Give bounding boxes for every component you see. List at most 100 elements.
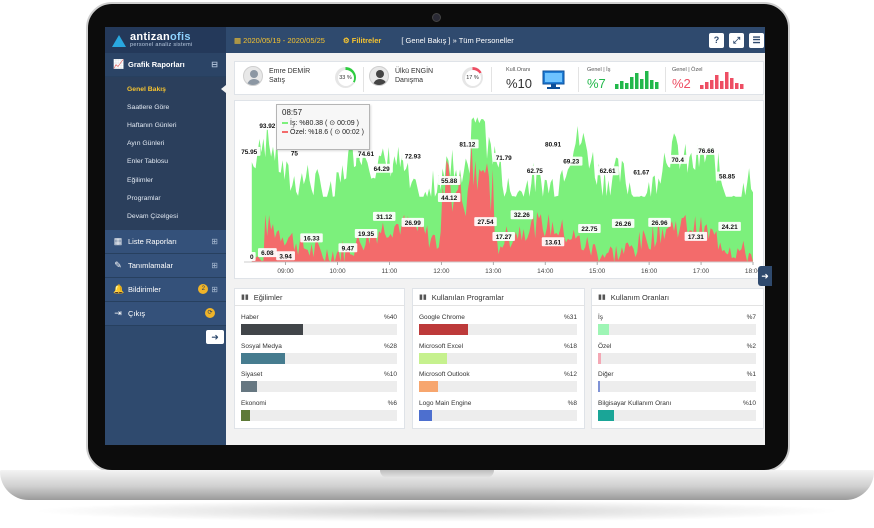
- data-label: 62.61: [600, 168, 616, 175]
- sub-item-top-table[interactable]: Enler Tablosu: [127, 158, 169, 166]
- sub-item-attendance[interactable]: Devam Çizelgesi: [127, 212, 178, 220]
- sub-item-overview[interactable]: Genel Bakış: [105, 80, 226, 98]
- data-label-box: [559, 156, 583, 166]
- row-label: Diğer: [598, 371, 614, 378]
- mini-bar: [720, 81, 724, 89]
- sidebar-collapse-button[interactable]: ➜: [206, 330, 224, 344]
- mini-bar: [730, 78, 734, 89]
- row-label: Siyaset: [241, 371, 263, 378]
- nav-list-reports-label: Liste Raporları: [128, 236, 177, 246]
- data-label: 74.61: [358, 151, 374, 158]
- edit-icon: ✎: [114, 259, 122, 270]
- data-label-box: [611, 218, 635, 228]
- data-label-box: [372, 211, 396, 221]
- sub-item-weekdays[interactable]: Haftanın Günleri: [127, 121, 177, 129]
- data-label: 75: [291, 150, 299, 157]
- progress-track: [241, 324, 397, 335]
- data-label-box: [523, 166, 547, 176]
- data-label-box: [338, 243, 358, 253]
- row-value: %40: [383, 314, 397, 321]
- progress-fill: [241, 409, 251, 421]
- stats-bar: Emre DEMİR Satış 33 % Ülkü ENGİN Danışma…: [234, 61, 764, 95]
- menu-button[interactable]: ☰: [749, 33, 764, 48]
- progress-fill: [419, 324, 468, 335]
- data-label: 13.61: [545, 239, 561, 246]
- logo-subtitle: personel analiz sistemi: [130, 41, 193, 48]
- filters-button[interactable]: ⚙ Filitreler: [342, 35, 382, 45]
- data-label: 3.94: [279, 253, 292, 260]
- nav-exit[interactable]: ⇥ Çıkış ⟳: [105, 301, 226, 326]
- trends-panel-title: Eğilimler: [253, 292, 283, 302]
- nav-definitions[interactable]: ✎ Tanımlamalar ⊞: [105, 253, 226, 278]
- data-label: 6.08: [261, 250, 274, 257]
- data-label-box: [300, 233, 323, 243]
- mini-bar: [715, 75, 719, 89]
- row-label: Sosyal Medya: [241, 342, 282, 350]
- nav-notifications[interactable]: 🔔 Bildirimler 2 ⊞: [105, 277, 226, 302]
- progress-row: Diğer %1: [598, 371, 756, 396]
- sub-item-trends[interactable]: Eğilimler: [127, 176, 154, 184]
- data-label-box: [648, 217, 671, 227]
- progress-fill: [241, 324, 304, 335]
- progress-fill: [598, 381, 600, 392]
- expand-toggle-icon[interactable]: ⊞: [211, 260, 218, 270]
- mini-bar: [740, 84, 744, 89]
- data-label-box: [354, 148, 378, 158]
- row-label: Google Chrome: [419, 314, 465, 321]
- work-ratio-gauge: 33 %: [335, 67, 356, 88]
- data-label-box: [695, 145, 718, 155]
- fullscreen-button[interactable]: ⤢: [729, 33, 744, 48]
- data-label: 72.93: [405, 153, 421, 160]
- data-label: 62.75: [527, 168, 543, 175]
- mini-bar: [615, 84, 619, 89]
- x-tick-label: 16:00: [641, 268, 658, 275]
- progress-fill: [419, 381, 438, 392]
- mini-bar: [725, 72, 729, 89]
- bar-chart-icon: ▮▮: [419, 294, 427, 301]
- person-card-1[interactable]: Emre DEMİR Satış: [243, 66, 310, 86]
- side-panel-toggle[interactable]: ➜: [758, 266, 772, 286]
- collapse-toggle-icon[interactable]: ⊟: [211, 60, 218, 69]
- nav-notifications-label: Bildirimler: [128, 284, 161, 294]
- private-mini-bars: [700, 72, 744, 89]
- refresh-icon[interactable]: ⟳: [205, 308, 215, 318]
- expand-toggle-icon[interactable]: ⊞: [211, 236, 218, 246]
- mini-bar: [640, 79, 644, 89]
- person-card-2[interactable]: Ülkü ENGİN Danışma: [369, 66, 433, 86]
- work-ratio-value: %7: [587, 76, 606, 91]
- x-tick-label: 14:00: [537, 268, 554, 275]
- row-value: %2: [746, 342, 756, 350]
- topbar: ▦ 2020/05/19 - 2020/05/25 ⚙ Filitreler […: [226, 27, 765, 53]
- row-label: Özel: [598, 342, 612, 350]
- sub-item-month-days[interactable]: Ayın Günleri: [127, 140, 165, 148]
- programs-panel: ▮▮ Kullanılan Programlar Google Chrome %31…: [412, 288, 585, 429]
- sub-item-by-hours[interactable]: Saatlere Göre: [127, 103, 170, 111]
- breadcrumb: [ Genel Bakış ] » Tüm Personeller: [401, 35, 514, 45]
- help-button[interactable]: ?: [709, 33, 724, 48]
- expand-toggle-icon[interactable]: ⊞: [211, 284, 218, 294]
- nav-definitions-label: Tanımlamalar: [128, 260, 174, 270]
- data-label: 16.33: [304, 235, 320, 242]
- nav-list-reports[interactable]: ▦ Liste Raporları ⊞: [105, 229, 226, 254]
- sub-item-programs[interactable]: Programlar: [127, 194, 161, 202]
- x-tick-label: 18:00: [745, 268, 762, 275]
- logo-brand: antizanofis: [130, 30, 191, 43]
- mini-bar: [735, 83, 739, 89]
- row-label: Haber: [241, 314, 259, 321]
- nav-graphic-reports[interactable]: 📈 Grafik Raporları ⊟: [105, 53, 226, 77]
- data-label: 32.26: [514, 212, 530, 219]
- data-label: 17.31: [688, 234, 704, 241]
- mini-bar: [625, 83, 629, 89]
- app-logo[interactable]: antizanofis personel analiz sistemi: [105, 27, 226, 53]
- row-value: %8: [567, 399, 577, 407]
- data-label: 71.79: [496, 155, 512, 162]
- app-screen: antizanofis personel analiz sistemi 📈 Gr…: [105, 27, 765, 445]
- row-value: %10: [383, 371, 397, 378]
- data-label: 9.47: [342, 245, 355, 252]
- data-label-box: [456, 139, 479, 149]
- row-value: %28: [383, 342, 397, 350]
- data-label-box: [437, 175, 461, 185]
- date-range-picker[interactable]: ▦ 2020/05/19 - 2020/05/25: [234, 35, 325, 45]
- row-value: %1: [746, 371, 756, 378]
- data-label-box: [437, 193, 461, 203]
